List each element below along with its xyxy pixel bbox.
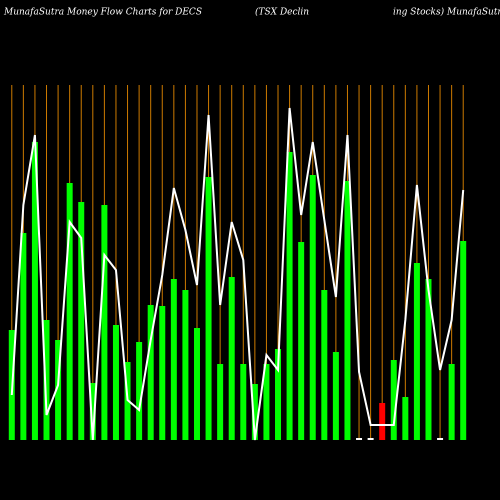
- bar: [402, 397, 409, 440]
- bar: [367, 438, 374, 440]
- bar: [78, 202, 85, 440]
- bar: [112, 325, 119, 440]
- bar: [31, 142, 38, 440]
- money-flow-line: [10, 107, 465, 441]
- bar: [321, 290, 328, 440]
- bar: [275, 349, 282, 440]
- bar: [425, 279, 432, 440]
- bar: [205, 177, 212, 440]
- bar: [298, 242, 305, 440]
- bar: [170, 279, 177, 440]
- bar: [66, 183, 73, 440]
- chart-title: MunafaSutra Money Flow Charts for DECS: [3, 8, 202, 18]
- bar: [136, 342, 143, 440]
- chart-subtitle: (TSX Declin: [255, 7, 309, 18]
- bar: [448, 364, 455, 440]
- bar: [460, 241, 467, 440]
- bar: [89, 383, 96, 440]
- bar: [193, 328, 200, 440]
- bar: [101, 205, 108, 440]
- bar: [390, 360, 397, 440]
- bar: [159, 306, 166, 440]
- bar: [20, 233, 27, 440]
- bar: [43, 320, 50, 440]
- bar: [55, 340, 62, 440]
- bar: [379, 403, 386, 440]
- bar: [309, 175, 316, 440]
- bar: [286, 152, 293, 440]
- bar: [228, 277, 235, 440]
- bar: [344, 181, 351, 440]
- bar: [332, 352, 339, 440]
- bar: [147, 305, 154, 440]
- bar: [240, 364, 247, 440]
- bar: [182, 290, 189, 440]
- bar: [437, 438, 444, 440]
- chart-subtitle: ing Stocks) MunafaSutra.com: [393, 7, 500, 18]
- bar: [217, 364, 224, 440]
- bar: [251, 384, 258, 440]
- bar: [263, 364, 270, 440]
- bar: [356, 438, 363, 440]
- bar: [413, 263, 420, 440]
